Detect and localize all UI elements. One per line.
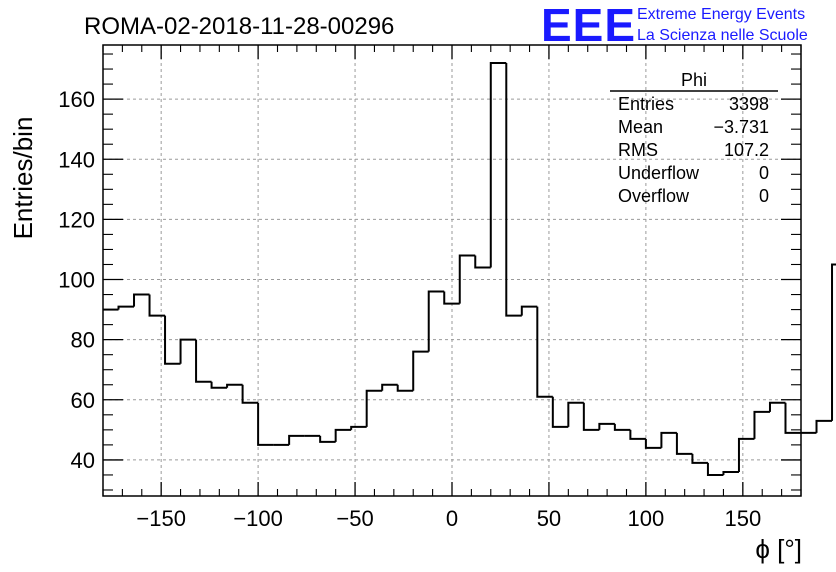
stats-row-label: Mean	[618, 117, 663, 137]
y-tick-label: 100	[58, 268, 95, 293]
tick-labels: −150 −100 −50 0 50 100 150 40 60 80 100 120 140 160	[58, 87, 761, 531]
x-axis-label: ϕ [°]	[755, 534, 802, 564]
chart-title: ROMA-02-2018-11-28-00296	[84, 13, 394, 40]
histogram-bin	[520, 305, 538, 316]
histogram-bin	[567, 401, 584, 427]
histogram-bin	[179, 338, 197, 364]
histogram-bin	[427, 290, 445, 352]
histogram-bin	[551, 396, 569, 428]
x-tick-label: 50	[537, 506, 561, 531]
histogram-bin	[350, 425, 367, 430]
logo-mark: EEE	[541, 0, 636, 51]
x-tick-label: −50	[336, 506, 373, 531]
y-tick-label: 60	[71, 388, 95, 413]
grid	[103, 45, 801, 496]
histogram-bin	[644, 438, 662, 449]
histogram-bin	[675, 432, 693, 455]
x-tick-label: 150	[724, 506, 761, 531]
histogram-bin	[195, 339, 212, 383]
histogram-bin	[831, 263, 836, 421]
histogram-bin	[706, 462, 724, 476]
stats-row-value: 0	[759, 186, 769, 206]
histogram-bin	[257, 402, 274, 446]
histogram-bin	[753, 410, 770, 439]
stats-row-value: 107.2	[724, 140, 769, 160]
histogram-bin	[691, 453, 708, 464]
x-tick-label: −100	[233, 506, 283, 531]
histogram-bin	[148, 294, 166, 317]
stats-box-title: Phi	[681, 70, 707, 90]
stats-row-label: RMS	[618, 140, 658, 160]
histogram-bin	[226, 383, 243, 388]
stats-row-value: 0	[759, 163, 769, 183]
histogram-bin	[613, 423, 631, 431]
histogram-bin	[164, 315, 181, 365]
histogram-bin	[660, 431, 677, 448]
logo: EEE Extreme Energy Events La Scienza nel…	[541, 0, 808, 51]
stats-row-value: −3.731	[713, 117, 769, 137]
histogram-bin	[505, 63, 522, 317]
histogram-bin	[458, 254, 476, 304]
histogram-bin	[443, 291, 460, 305]
stats-box-rows: Entries 3398 Mean −3.731 RMS 107.2 Underflow 0 O…	[618, 94, 769, 206]
x-tick-label: 0	[446, 506, 458, 531]
histogram-bin	[598, 422, 615, 430]
histogram-bin	[582, 402, 600, 431]
y-tick-label: 140	[58, 147, 95, 172]
histogram-bin	[117, 305, 135, 310]
histogram-bin	[722, 470, 739, 475]
x-tick-label: −150	[136, 506, 186, 531]
histogram-bin	[396, 384, 414, 392]
logo-line-2: La Scienza nelle Scuole	[637, 27, 808, 44]
stats-row-label: Underflow	[618, 163, 700, 183]
histogram-bin	[815, 419, 833, 433]
histogram-bin	[133, 293, 150, 307]
histogram-bin	[334, 428, 352, 442]
histogram-bin	[536, 306, 553, 398]
histogram-bin	[412, 350, 429, 391]
axis-ticks	[102, 45, 802, 496]
y-tick-label: 80	[71, 328, 95, 353]
stats-row-label: Overflow	[618, 186, 690, 206]
y-axis-label: Entries/bin	[8, 117, 38, 240]
histogram-bin	[737, 437, 755, 472]
histogram-bin	[288, 434, 305, 445]
histogram-bin	[768, 401, 786, 412]
histogram-bin	[489, 62, 507, 268]
logo-line-1: Extreme Energy Events	[637, 6, 805, 23]
histogram-bin	[629, 429, 646, 440]
y-tick-label: 160	[58, 87, 95, 112]
y-tick-label: 40	[71, 448, 95, 473]
histogram-series	[103, 62, 836, 476]
x-tick-label: 100	[628, 506, 665, 531]
histogram-bin	[241, 384, 259, 404]
histogram-bin	[784, 402, 801, 434]
histogram-bin	[474, 255, 491, 269]
histogram-bin	[210, 381, 228, 389]
stats-box: Phi Entries 3398 Mean −3.731 RMS 107.2 Underfl…	[610, 70, 778, 206]
histogram-bin	[365, 389, 383, 427]
stats-row-label: Entries	[618, 94, 674, 114]
histogram-bin	[319, 435, 336, 443]
histogram-bin	[381, 383, 398, 391]
stats-row-value: 3398	[729, 94, 769, 114]
y-tick-label: 120	[58, 207, 95, 232]
